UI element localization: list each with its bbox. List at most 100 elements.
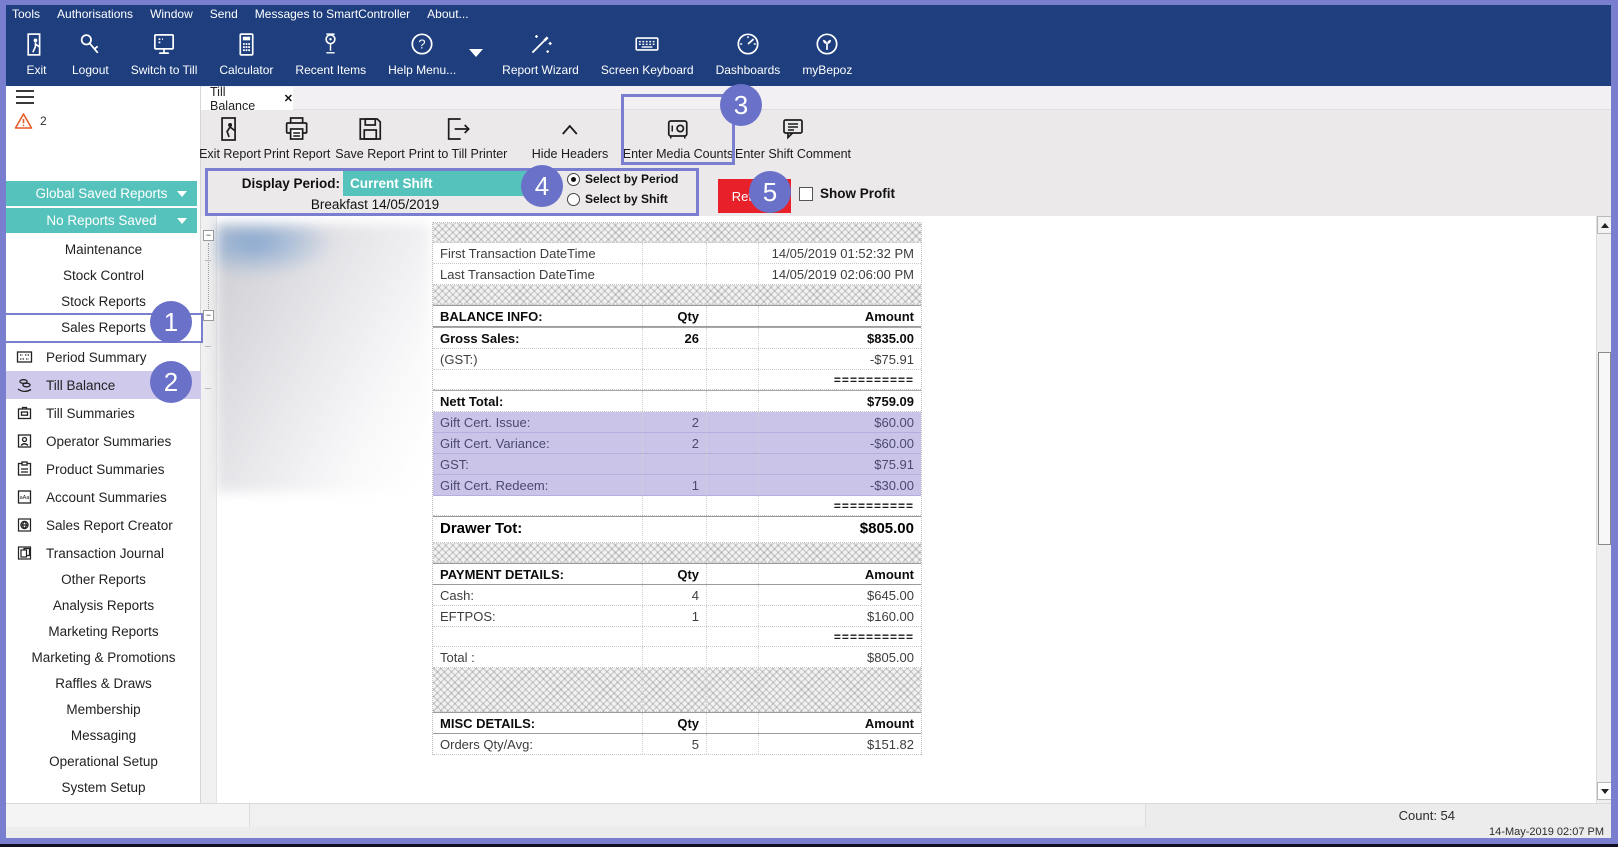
enter-shift-comment-button[interactable]: Enter Shift Comment (735, 112, 851, 161)
hamburger-menu-icon[interactable] (16, 90, 34, 104)
table-cell-label: Drawer Tot: (433, 517, 643, 542)
table-cell-spacer (707, 454, 759, 474)
sidebar-item-operator-summaries[interactable]: Operator Summaries (6, 427, 201, 455)
sidebar-item-stock-control[interactable]: Stock Control (6, 263, 201, 289)
table-cell-label (433, 496, 643, 515)
help-menu-button[interactable]: ? Help Menu... (377, 23, 467, 86)
select-by-shift-radio[interactable]: Select by Shift (567, 192, 668, 206)
mybepoz-button[interactable]: myBepoz (791, 23, 863, 86)
menu-tools[interactable]: Tools (12, 7, 40, 21)
radio-label: Select by Period (585, 172, 678, 186)
arrow-up-icon (1601, 223, 1609, 228)
display-period-select[interactable]: Current Shift (343, 171, 530, 196)
menu-about[interactable]: About... (427, 7, 468, 21)
table-cell-label (433, 627, 643, 646)
menu-messages-smartcontroller[interactable]: Messages to SmartController (255, 7, 410, 21)
table-cell-spacer (707, 306, 759, 326)
table-cell-label: Gross Sales: (433, 328, 643, 348)
sidebar-item-other-reports[interactable]: Other Reports (6, 567, 201, 593)
table-cell-amount: 14/05/2019 02:06:00 PM (759, 264, 921, 284)
checkbox-icon[interactable] (799, 187, 813, 201)
table-cell-label: (GST:) (433, 349, 643, 369)
print-report-icon (282, 112, 312, 146)
table-cell-amount: Amount (759, 306, 921, 326)
table-cell-qty (643, 223, 707, 242)
dropdown-label: Global Saved Reports (35, 186, 167, 201)
close-icon[interactable]: ✕ (284, 92, 293, 105)
hide-headers-button[interactable]: Hide Headers (532, 112, 608, 161)
switch-to-till-button[interactable]: Switch to Till (120, 23, 209, 86)
calculator-button[interactable]: Calculator (208, 23, 284, 86)
status-bar: Count: 54 (6, 803, 1612, 827)
table-cell-qty: 26 (643, 328, 707, 348)
select-by-period-radio[interactable]: Select by Period (567, 172, 678, 186)
menu-send[interactable]: Send (210, 7, 238, 21)
recent-items-button[interactable]: Recent Items (284, 23, 377, 86)
sidebar-item-transaction-journal[interactable]: Transaction Journal (6, 539, 201, 567)
sidebar-item-stock-reports[interactable]: Stock Reports (6, 289, 201, 315)
sales-report-creator-icon (14, 515, 34, 535)
show-profit-checkbox-row[interactable]: Show Profit (799, 186, 895, 201)
table-cell-spacer (707, 328, 759, 348)
alerts-indicator[interactable]: 2 (14, 112, 47, 130)
report-toolbar-label: Enter Media Counts (623, 147, 733, 161)
table-cell-spacer (707, 627, 759, 646)
radio-off-icon[interactable] (567, 193, 580, 206)
refresh-button[interactable]: Refresh (718, 179, 791, 213)
sidebar-item-account-summaries[interactable]: aAa Account Summaries (6, 483, 201, 511)
sidebar-item-till-balance[interactable]: Till Balance (6, 371, 201, 399)
sidebar-item-sales-report-creator[interactable]: Sales Report Creator (6, 511, 201, 539)
sidebar-item-system-setup[interactable]: System Setup (6, 775, 201, 801)
sidebar-item-period-summary[interactable]: Period Summary (6, 343, 201, 371)
sidebar-item-till-summaries[interactable]: Till Summaries (6, 399, 201, 427)
sidebar-item-membership[interactable]: Membership (6, 697, 201, 723)
scrollbar-thumb[interactable] (1598, 352, 1611, 545)
tab-till-balance[interactable]: Till Balance ✕ (201, 87, 293, 110)
enter-media-counts-button[interactable]: Enter Media Counts (623, 112, 733, 161)
table-cell-spacer (707, 475, 759, 495)
calculator-icon (233, 27, 260, 61)
sidebar-item-raffles-draws[interactable]: Raffles & Draws (6, 671, 201, 697)
help-menu-dropdown-caret[interactable] (469, 49, 483, 57)
app-window: Tools Authorisations Window Send Message… (0, 0, 1618, 847)
sidebar-item-marketing-promotions[interactable]: Marketing & Promotions (6, 645, 201, 671)
table-cell-label: PAYMENT DETAILS: (433, 564, 643, 584)
vertical-scrollbar[interactable] (1596, 216, 1612, 803)
logout-button[interactable]: Logout (61, 23, 120, 86)
recent-items-icon (317, 27, 344, 61)
no-reports-saved-dropdown[interactable]: No Reports Saved (6, 208, 197, 233)
print-to-till-printer-button[interactable]: Print to Till Printer (409, 112, 508, 161)
table-row: ========== (433, 496, 921, 516)
sidebar-item-marketing-reports[interactable]: Marketing Reports (6, 619, 201, 645)
sidebar-item-operational-setup[interactable]: Operational Setup (6, 749, 201, 775)
sidebar-item-sales-reports[interactable]: Sales Reports (6, 315, 201, 341)
collapse-group-icon[interactable]: − (203, 310, 214, 321)
dashboards-button[interactable]: Dashboards (705, 23, 792, 86)
radio-on-icon[interactable] (567, 173, 580, 186)
table-cell-qty: 5 (643, 734, 707, 754)
exit-report-button[interactable]: Exit Report (199, 112, 261, 161)
report-toolbar-label: Print Report (264, 147, 331, 161)
nav-label: Account Summaries (46, 490, 167, 505)
collapse-group-icon[interactable]: − (203, 230, 214, 241)
table-cell-qty: 1 (643, 475, 707, 495)
report-wizard-button[interactable]: Report Wizard (491, 23, 590, 86)
menu-window[interactable]: Window (150, 7, 193, 21)
table-cell-amount: ========== (759, 627, 921, 646)
print-report-button[interactable]: Print Report (264, 112, 331, 161)
screen-keyboard-button[interactable]: Screen Keyboard (590, 23, 705, 86)
table-cell-amount: 14/05/2019 01:52:32 PM (759, 243, 921, 263)
table-row: Gift Cert. Redeem:1-$30.00 (433, 475, 921, 496)
report-toolbar-label: Save Report (335, 147, 404, 161)
report-toolbar-label: Hide Headers (532, 147, 608, 161)
table-cell-qty: Qty (643, 713, 707, 733)
table-cell-amount: ========== (759, 370, 921, 389)
sidebar-item-maintenance[interactable]: Maintenance (6, 237, 201, 263)
save-report-button[interactable]: Save Report (335, 112, 404, 161)
global-saved-reports-dropdown[interactable]: Global Saved Reports (6, 181, 197, 206)
menu-authorisations[interactable]: Authorisations (57, 7, 133, 21)
exit-button[interactable]: Exit (12, 23, 61, 86)
sidebar-item-analysis-reports[interactable]: Analysis Reports (6, 593, 201, 619)
sidebar-item-product-summaries[interactable]: Product Summaries (6, 455, 201, 483)
sidebar-item-messaging[interactable]: Messaging (6, 723, 201, 749)
